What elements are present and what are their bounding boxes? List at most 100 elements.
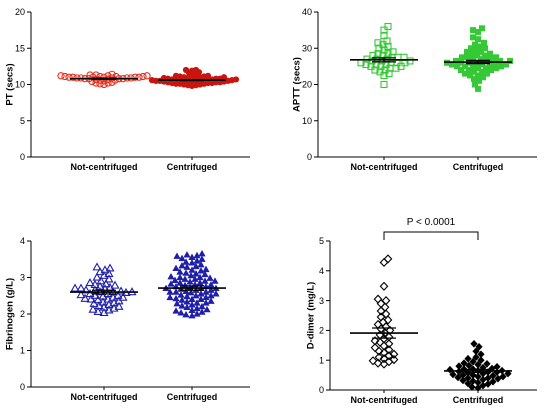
data-point (380, 71, 388, 79)
data-point (197, 260, 205, 268)
data-point (92, 272, 102, 281)
data-point (384, 345, 394, 355)
data-point (202, 265, 210, 273)
data-point (377, 62, 385, 70)
data-point (362, 61, 370, 69)
data-points-group (368, 254, 399, 369)
data-point (374, 50, 382, 58)
y-axis-title: Fibrinogen (g/L) (4, 278, 15, 350)
y-tick-label: 10 (15, 80, 25, 90)
data-point (206, 274, 214, 281)
data-point (202, 288, 210, 295)
data-point (201, 270, 209, 278)
data-point (467, 72, 473, 79)
data-point (181, 275, 189, 282)
data-points-group (446, 340, 512, 392)
data-point (379, 51, 387, 60)
data-point (181, 281, 189, 289)
data-point (380, 302, 390, 312)
category-label: Centrifuged (167, 392, 218, 402)
data-point (455, 362, 463, 370)
data-point (178, 262, 186, 269)
data-point (475, 72, 481, 79)
data-point (172, 288, 180, 295)
y-tick-label: 2 (319, 326, 324, 336)
data-point (379, 257, 389, 268)
data-point (203, 305, 211, 313)
data-point (198, 308, 206, 315)
data-point (178, 254, 186, 262)
data-point (477, 43, 483, 50)
data-point (380, 26, 388, 34)
data-point (196, 273, 204, 281)
data-point (483, 359, 491, 368)
data-point (469, 50, 475, 57)
data-point (105, 263, 115, 272)
data-point (498, 63, 504, 70)
data-point (384, 339, 394, 349)
data-point (76, 283, 86, 292)
data-point (202, 299, 210, 306)
data-point (368, 356, 378, 366)
data-point (201, 277, 209, 284)
data-point (406, 57, 414, 65)
y-tick-label: 0 (20, 152, 25, 162)
data-point (183, 292, 191, 300)
data-point (466, 67, 472, 73)
data-point (178, 302, 186, 309)
data-point (470, 340, 478, 348)
data-points-group (444, 25, 513, 92)
data-point (204, 72, 212, 79)
data-point (131, 73, 139, 81)
data-point (484, 70, 490, 77)
data-point (478, 48, 484, 55)
data-point (198, 249, 206, 257)
data-point (171, 276, 179, 284)
y-axis-title: D-dimer (mg/L) (305, 282, 316, 350)
data-point (369, 51, 377, 60)
data-point (193, 310, 201, 317)
data-point (385, 70, 393, 78)
data-point (464, 374, 472, 382)
data-point (188, 259, 196, 266)
data-point (460, 359, 468, 367)
data-point (92, 262, 102, 271)
data-point (148, 77, 156, 84)
data-point (383, 315, 393, 325)
data-point (70, 283, 80, 292)
data-point (192, 66, 200, 74)
data-point (489, 371, 497, 380)
y-tick-label: 1 (20, 346, 25, 356)
data-point (110, 280, 120, 289)
category-label: Not-centrifuged (351, 162, 418, 172)
y-tick-label: 5 (319, 236, 324, 246)
data-point (470, 34, 476, 41)
data-point (470, 27, 476, 34)
data-point (173, 299, 181, 307)
data-point (207, 297, 215, 304)
data-point (472, 347, 480, 356)
data-point (173, 252, 181, 259)
data-point (454, 373, 462, 382)
data-point (477, 356, 485, 364)
data-point (172, 264, 180, 271)
data-point (465, 361, 473, 370)
data-point (507, 57, 513, 64)
data-point (172, 294, 180, 302)
data-point (493, 65, 499, 72)
data-point (188, 301, 196, 308)
data-point (192, 262, 200, 270)
data-point (188, 253, 196, 261)
significance-bracket (383, 231, 479, 240)
data-point (143, 72, 151, 80)
data-point (166, 288, 174, 295)
data-point (389, 355, 399, 365)
data-point (383, 254, 393, 264)
data-point (458, 67, 464, 73)
data-point (182, 258, 190, 265)
data-point (389, 349, 399, 359)
data-point (480, 74, 486, 81)
data-point (479, 25, 485, 32)
data-point (139, 72, 147, 81)
